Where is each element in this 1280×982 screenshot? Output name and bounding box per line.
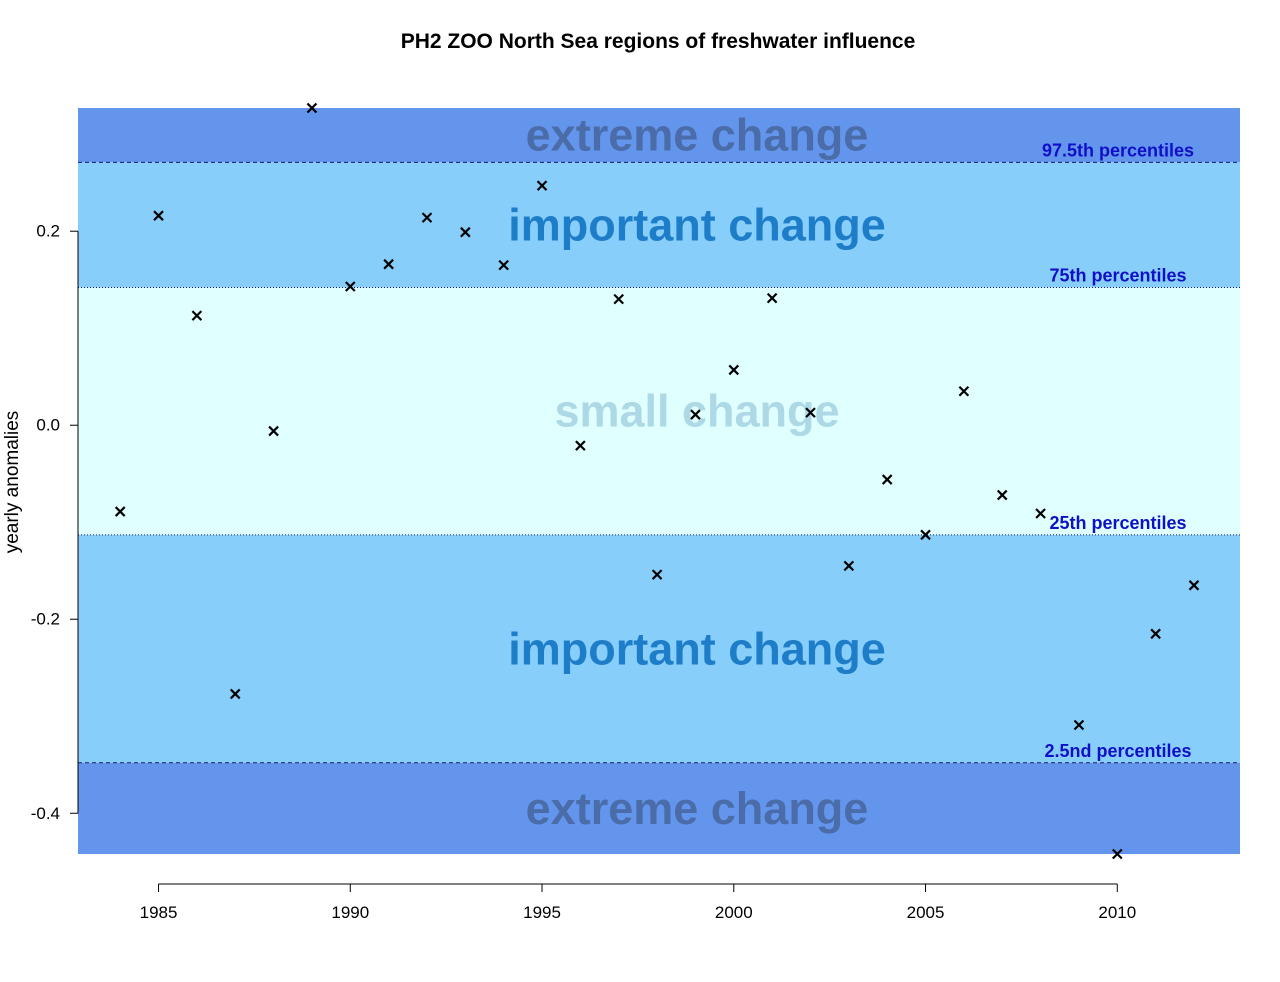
data-point-stroke [651,569,663,580]
data-point-2001 [766,292,778,304]
data-point-2000 [728,364,740,376]
data-point-stroke [920,529,931,541]
band-4 [78,762,1240,854]
data-point-stroke [1035,508,1046,519]
x-tick-label-2: 1995 [523,903,561,922]
percentile-label-3: 2.5nd percentiles [1044,741,1191,761]
data-point-2010 [1112,848,1123,860]
band-0 [78,108,1240,163]
data-point-2007 [996,489,1008,501]
data-point-stroke [690,409,701,420]
data-point-stroke [460,226,471,238]
band-label-2: small change [554,386,839,437]
data-point-stroke [153,210,164,221]
points-layer [114,102,1200,860]
data-point-stroke [1150,628,1161,640]
y-tick-label-1: 0.0 [36,416,60,435]
data-point-2003 [843,560,855,572]
percentile-lines-layer [78,161,1240,764]
percentile-label-2: 25th percentiles [1049,513,1186,533]
data-point-2004 [881,474,893,485]
data-point-1997 [613,293,625,305]
data-point-2005 [920,529,931,541]
data-point-2008 [1035,508,1046,519]
data-point-stroke [881,474,893,485]
data-point-2002 [805,407,816,418]
data-point-2009 [1073,719,1085,731]
data-point-1993 [460,226,471,238]
data-point-stroke [229,688,241,700]
data-point-1998 [651,569,663,580]
data-point-stroke [383,258,394,270]
x-tick-label-0: 1985 [140,903,178,922]
data-point-2011 [1150,628,1161,640]
band-label-0: extreme change [526,110,869,161]
data-point-1989 [306,102,318,114]
data-point-stroke [613,293,625,305]
y-tick-label-3: -0.4 [31,804,60,823]
y-tick-label-0: 0.2 [36,222,60,241]
data-point-1990 [345,281,356,292]
data-point-1986 [191,310,203,321]
percentile-label-0: 97.5th percentiles [1042,140,1194,160]
x-tick-label-4: 2005 [907,903,945,922]
data-point-1996 [575,440,586,451]
data-point-stroke [191,310,203,321]
chart-title: PH2 ZOO North Sea regions of freshwater … [401,30,916,53]
data-point-1987 [229,688,241,700]
data-point-stroke [421,212,433,223]
band-1 [78,162,1240,288]
data-point-stroke [766,292,778,304]
data-point-1988 [268,425,279,437]
data-point-1995 [536,180,548,191]
data-point-stroke [996,489,1008,501]
data-point-2012 [1188,580,1200,591]
data-point-stroke [306,102,318,114]
data-point-1999 [690,409,701,420]
data-point-1994 [498,259,509,271]
band-labels-layer: extreme change important change small chan… [508,110,886,834]
data-point-1991 [383,258,394,270]
x-tick-label-3: 2000 [715,903,753,922]
data-point-stroke [1073,719,1085,731]
data-point-stroke [536,180,548,191]
band-2 [78,287,1240,535]
data-point-stroke [958,385,970,397]
band-label-4: extreme change [526,783,869,834]
data-point-stroke [1188,580,1200,591]
data-point-stroke [114,506,126,517]
data-point-stroke [805,407,816,418]
data-point-stroke [345,281,356,292]
data-point-stroke [575,440,586,451]
x-tick-label-1: 1990 [331,903,369,922]
percentile-label-1: 75th percentiles [1049,265,1186,285]
data-point-1992 [421,212,433,223]
axes-layer: 0.2 0.0 -0.2 -0.4 1985 1990 1995 2000 2005 2010 [31,222,1136,922]
data-point-2006 [958,385,970,397]
data-point-stroke [1112,848,1123,860]
data-point-stroke [843,560,855,572]
y-tick-label-2: -0.2 [31,610,60,629]
data-point-stroke [728,364,740,376]
data-point-stroke [498,259,509,271]
band-label-3: important change [508,623,886,674]
data-point-1985 [153,210,164,221]
y-axis-label: yearly anomalies [2,411,23,554]
x-tick-label-5: 2010 [1098,903,1136,922]
band-label-1: important change [508,199,886,250]
data-point-1984 [114,506,126,517]
percentile-labels-layer: 97.5th percentiles 75th percentiles 25th p… [1042,140,1194,760]
data-point-stroke [268,425,279,437]
